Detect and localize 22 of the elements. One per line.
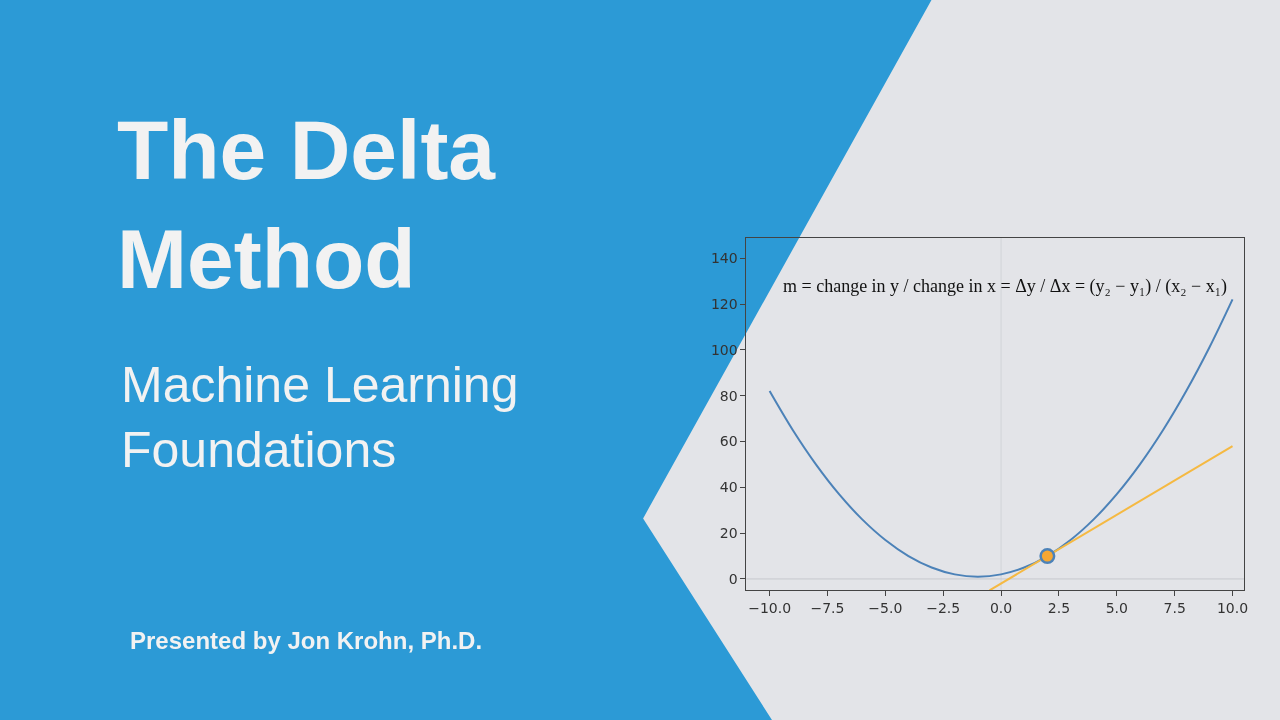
x-tick-label: 0.0 [989, 600, 1013, 617]
y-tick-label: 60 [719, 433, 738, 450]
x-tick-label: −10.0 [748, 600, 792, 617]
y-tick-label: 140 [710, 250, 738, 267]
y-tick-label: 20 [719, 525, 738, 542]
x-tick-label: 7.5 [1163, 600, 1186, 617]
text: Presented by Jon Krohn, Ph.D. [130, 627, 483, 654]
y-tick-label: 0 [728, 570, 738, 587]
x-tick-label: 10.0 [1216, 600, 1249, 617]
y-tick-label: 40 [719, 479, 738, 496]
y-tick-label: 80 [719, 387, 738, 404]
line-series [768, 298, 1234, 578]
x-tick-label: −2.5 [926, 600, 961, 617]
x-tick-label: −5.0 [868, 600, 903, 617]
text: Machine Learning Foundations [121, 357, 519, 478]
y-tick-label: 100 [710, 341, 738, 358]
x-tick-label: 2.5 [1047, 600, 1071, 617]
x-tick-label: 5.0 [1105, 600, 1128, 617]
x-tick-label: −7.5 [810, 600, 845, 617]
annotation: m = change in y / change in x = Δy / Δx = (y₂ − y₁) / (x₂ − x₁) [783, 276, 1227, 297]
y-tick-label: 120 [710, 295, 738, 312]
chart-title: The Delta Method [117, 103, 497, 307]
